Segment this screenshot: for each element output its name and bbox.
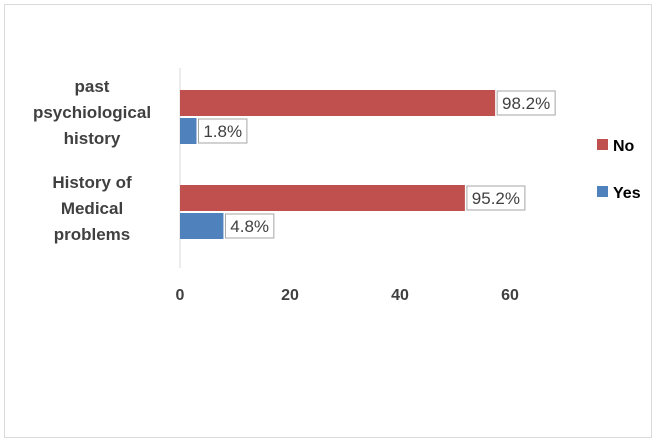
category-label-line: psychiological	[33, 103, 151, 122]
category-label-line: history	[64, 129, 121, 148]
bar-yes	[180, 213, 224, 239]
legend-label-no: No	[613, 138, 635, 155]
bar-no	[180, 185, 465, 211]
category-label: past psychiological history	[33, 77, 151, 148]
legend: No Yes	[597, 138, 641, 202]
category-label: History of Medical problems	[52, 173, 132, 244]
x-tick-label: 0	[176, 287, 185, 304]
data-label: 98.2%	[502, 94, 550, 113]
chart-frame	[4, 4, 652, 438]
legend-swatch-yes	[597, 186, 608, 197]
data-label-box	[466, 185, 526, 211]
category-label-line: History of	[52, 173, 132, 192]
category-label-line: Medical	[61, 199, 123, 218]
data-label-box	[198, 118, 248, 144]
data-label-box	[224, 213, 275, 239]
x-tick-label: 20	[281, 287, 299, 304]
bar-no	[180, 90, 496, 116]
legend-swatch-no	[597, 139, 608, 150]
category-label-line: problems	[54, 225, 131, 244]
data-label: 1.8%	[203, 122, 242, 141]
x-tick-label: 60	[501, 287, 519, 304]
legend-label-yes: Yes	[613, 185, 641, 202]
category-label-line: past	[75, 77, 110, 96]
x-tick-label: 40	[391, 287, 409, 304]
data-label-box	[496, 90, 556, 116]
data-label: 95.2%	[472, 189, 520, 208]
data-label: 4.8%	[230, 217, 269, 236]
bar-yes	[180, 118, 197, 144]
